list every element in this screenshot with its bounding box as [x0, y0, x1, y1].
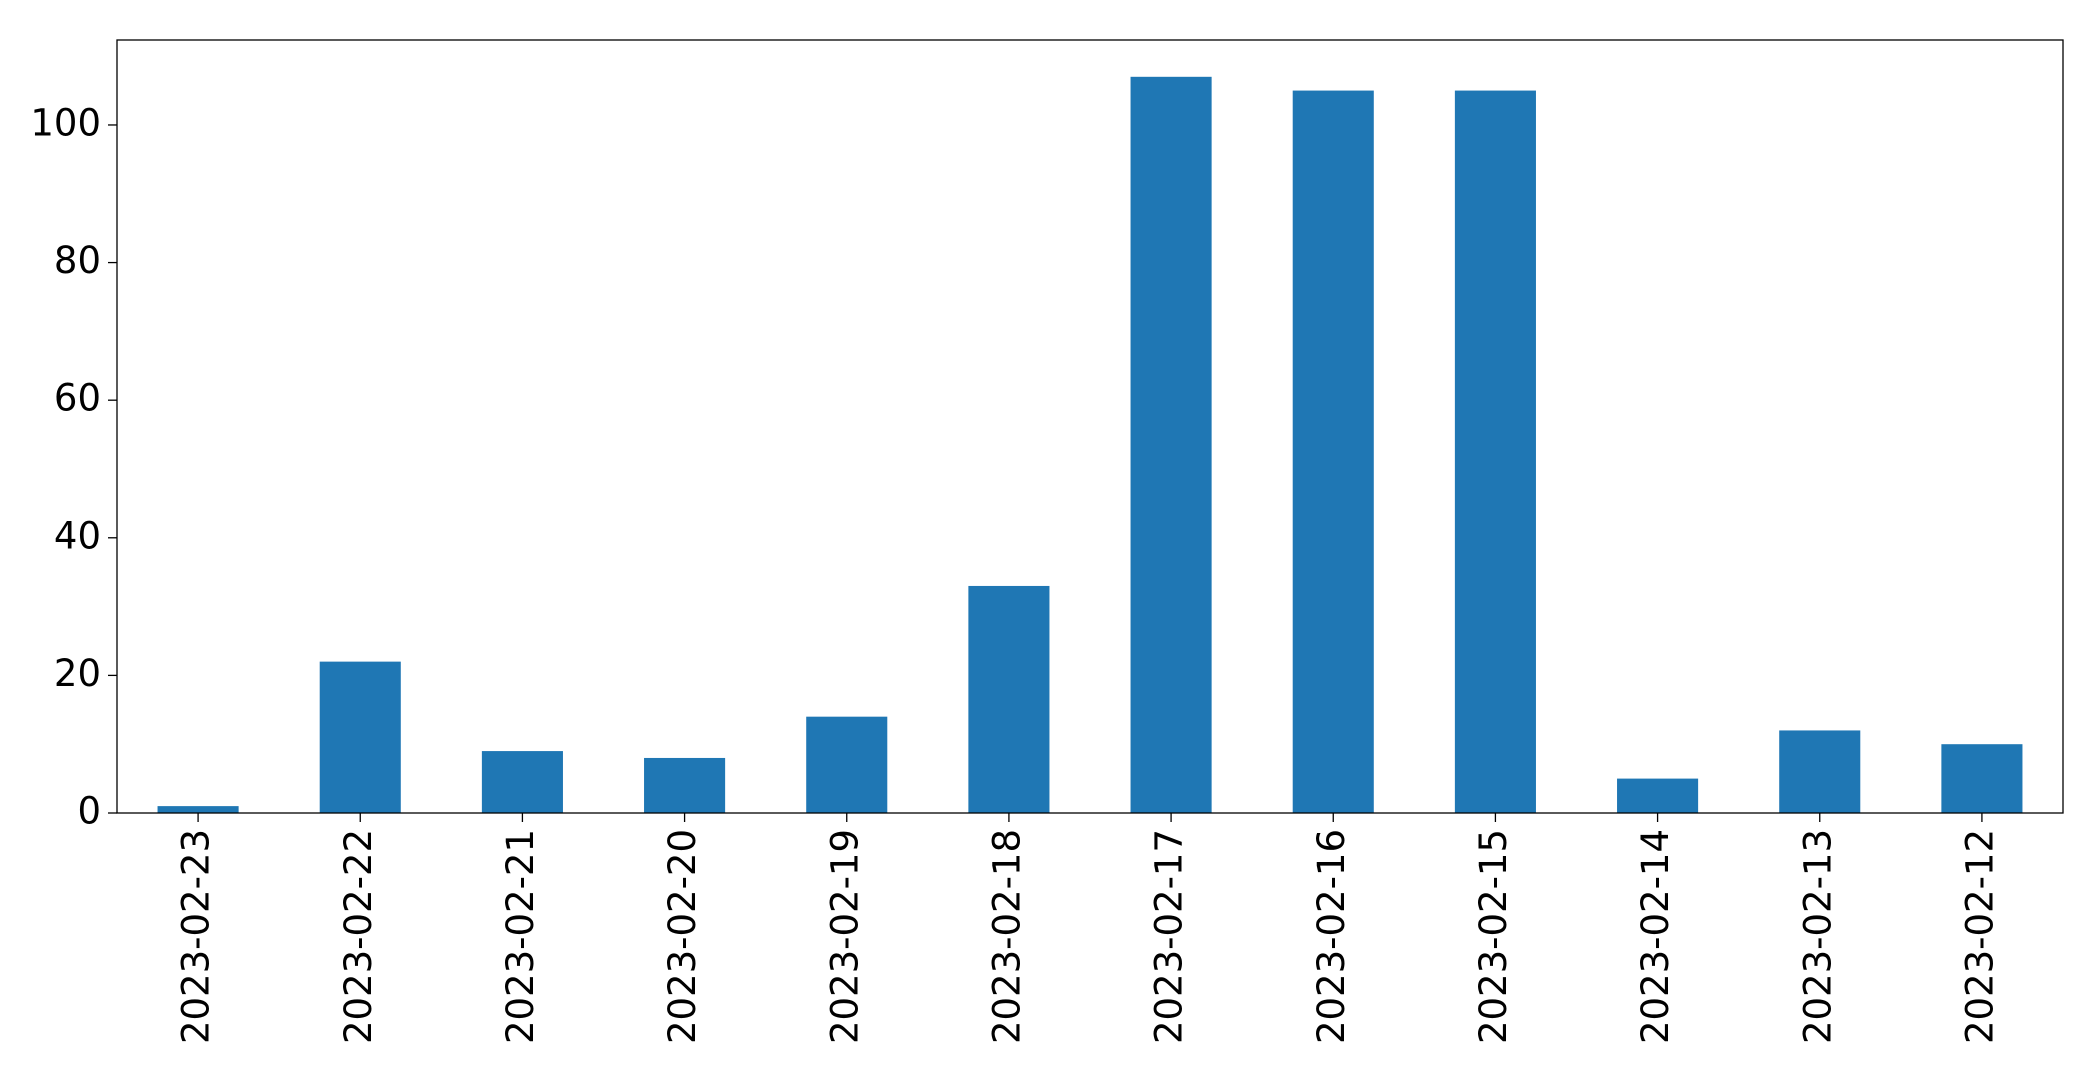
x-tick-label: 2023-02-12: [1958, 829, 2001, 1044]
bar: [968, 585, 1050, 813]
axes-frame: [116, 39, 2064, 814]
bar: [1779, 730, 1861, 813]
bar: [1130, 76, 1212, 814]
x-tick-label: 2023-02-17: [1148, 829, 1191, 1044]
y-tick-label: 0: [77, 790, 101, 833]
x-tick-label: 2023-02-22: [337, 829, 380, 1044]
y-tick-label: 20: [54, 652, 101, 695]
x-tick-label: 2023-02-18: [985, 829, 1028, 1044]
bar: [481, 751, 563, 813]
x-tick-label: 2023-02-14: [1634, 829, 1677, 1044]
x-tick-label: 2023-02-23: [175, 829, 218, 1044]
bar: [1292, 90, 1374, 814]
y-tick-label: 100: [30, 101, 101, 144]
x-tick-label: 2023-02-15: [1472, 829, 1515, 1044]
x-tick-label: 2023-02-21: [499, 829, 542, 1044]
bar: [157, 806, 239, 813]
y-tick-label: 80: [54, 239, 101, 282]
x-tick-label: 2023-02-19: [823, 829, 866, 1044]
x-tick-label: 2023-02-20: [661, 829, 704, 1044]
bar: [319, 661, 401, 813]
bar: [1617, 778, 1699, 813]
bar: [644, 757, 726, 813]
y-tick-label: 40: [54, 514, 101, 557]
bar: [1941, 744, 2023, 813]
bar: [1454, 90, 1536, 814]
x-tick-label: 2023-02-13: [1796, 829, 1839, 1044]
y-tick-label: 60: [54, 377, 101, 420]
bar: [806, 716, 888, 813]
x-tick-label: 2023-02-16: [1310, 829, 1353, 1044]
